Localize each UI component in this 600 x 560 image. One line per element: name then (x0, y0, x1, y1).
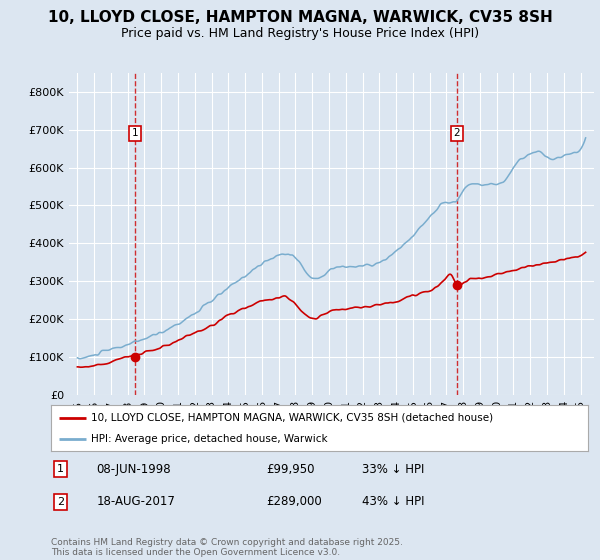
Text: Contains HM Land Registry data © Crown copyright and database right 2025.
This d: Contains HM Land Registry data © Crown c… (51, 538, 403, 557)
Text: 1: 1 (132, 128, 139, 138)
Text: £99,950: £99,950 (266, 463, 314, 476)
Text: 10, LLOYD CLOSE, HAMPTON MAGNA, WARWICK, CV35 8SH: 10, LLOYD CLOSE, HAMPTON MAGNA, WARWICK,… (47, 10, 553, 25)
Text: HPI: Average price, detached house, Warwick: HPI: Average price, detached house, Warw… (91, 435, 328, 444)
Text: 2: 2 (454, 128, 460, 138)
Text: 10, LLOYD CLOSE, HAMPTON MAGNA, WARWICK, CV35 8SH (detached house): 10, LLOYD CLOSE, HAMPTON MAGNA, WARWICK,… (91, 413, 493, 423)
Text: 08-JUN-1998: 08-JUN-1998 (97, 463, 171, 476)
Text: 2: 2 (57, 497, 64, 507)
Text: 18-AUG-2017: 18-AUG-2017 (97, 495, 176, 508)
Text: 43% ↓ HPI: 43% ↓ HPI (362, 495, 425, 508)
Text: Price paid vs. HM Land Registry's House Price Index (HPI): Price paid vs. HM Land Registry's House … (121, 27, 479, 40)
Text: £289,000: £289,000 (266, 495, 322, 508)
Text: 1: 1 (57, 464, 64, 474)
Text: 33% ↓ HPI: 33% ↓ HPI (362, 463, 425, 476)
